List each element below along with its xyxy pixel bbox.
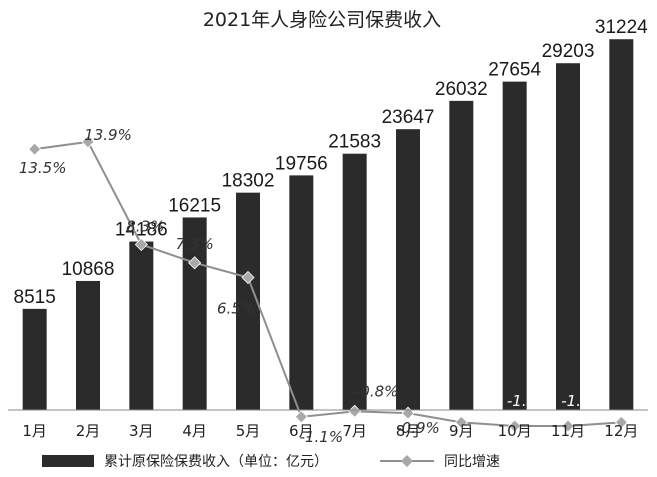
line-point (348, 404, 362, 418)
line-label-group: 13.5% 13.9% 8.3% 7.3% 6.5% -1.1% -0.8% -0.9% -1.… (19, 126, 651, 454)
bar-value-label: 31224 (595, 17, 648, 38)
legend: 累计原保险保费收入（单位：亿元） 同比增速 (42, 454, 500, 470)
line-point (294, 410, 308, 424)
growth-value-label: 13.5% (19, 159, 67, 177)
x-tick-label: 12月 (604, 422, 638, 440)
line-point (614, 415, 628, 429)
x-tick-label: 3月 (129, 422, 154, 440)
line-point (134, 237, 148, 252)
growth-value-label: -1.4% (608, 435, 652, 453)
x-axis-ticks: 1月 2月 3月 4月 5月 6月 7月 8月 9月 10月 11月 12月 (22, 422, 638, 440)
bar-value-label: 18302 (222, 171, 275, 192)
bar-value-label: 16215 (168, 195, 221, 216)
x-tick-label: 2月 (76, 422, 101, 440)
bar (449, 100, 474, 411)
bar (609, 39, 634, 411)
bar-value-label: 8515 (14, 287, 56, 308)
line-point (28, 142, 42, 156)
bar (22, 308, 47, 410)
bar (502, 81, 527, 410)
growth-value-label: 13.9% (84, 126, 132, 144)
bar-series (22, 39, 634, 411)
line-point (561, 419, 575, 433)
growth-line (34, 140, 622, 427)
growth-value-label: 6.5% (217, 300, 255, 318)
bar-value-label: 19756 (275, 153, 328, 174)
bar-value-label: 21583 (328, 132, 381, 153)
line-point (508, 419, 522, 433)
chart-title: 2021年人身险公司保费收入 (203, 9, 441, 31)
line-series (28, 135, 628, 433)
x-tick-label: 4月 (182, 422, 207, 440)
bar (556, 63, 580, 410)
bar-value-label: 23647 (382, 107, 435, 128)
growth-value-label: -1.4% (446, 428, 490, 446)
x-tick-label: 7月 (342, 422, 367, 440)
bar-value-label: 10868 (62, 259, 115, 280)
growth-value-label: -1.1% (300, 428, 344, 446)
bar-value-label: 14186 (115, 220, 168, 241)
growth-value-label: -0.8% (355, 382, 399, 400)
legend-line-marker (401, 455, 413, 467)
bar-value-label: 27654 (488, 60, 541, 81)
bar (182, 217, 207, 410)
legend-bar-swatch (42, 455, 94, 467)
growth-value-label: -1.6% (561, 392, 605, 410)
bar (289, 175, 314, 410)
growth-value-label: -0.9% (396, 419, 440, 437)
bar (236, 192, 260, 410)
line-point (241, 270, 255, 285)
growth-value-label: 8.3% (126, 218, 164, 236)
x-tick-label: 10月 (498, 422, 532, 440)
growth-value-label: -1.6% (507, 392, 551, 410)
x-tick-label: 6月 (289, 422, 314, 440)
legend-bar-label: 累计原保险保费收入（单位：亿元） (104, 454, 328, 470)
x-tick-label: 1月 (22, 422, 47, 440)
legend-line-label: 同比增速 (444, 454, 500, 470)
x-tick-label: 8月 (396, 422, 421, 440)
bar-value-label: 26032 (435, 79, 488, 100)
x-tick-label: 5月 (236, 422, 261, 440)
bar (129, 241, 154, 410)
x-tick-label: 9月 (449, 422, 474, 440)
line-point (81, 135, 95, 149)
line-point (188, 256, 202, 270)
bar-label-group: 8515108681418616215183021975621583236472… (14, 17, 649, 308)
bar-value-label: 29203 (542, 41, 595, 62)
growth-value-label: 7.3% (176, 235, 214, 253)
line-point (454, 415, 468, 429)
x-tick-label: 11月 (551, 422, 585, 440)
bar (342, 153, 367, 410)
bar (396, 129, 420, 410)
bar (76, 280, 100, 410)
